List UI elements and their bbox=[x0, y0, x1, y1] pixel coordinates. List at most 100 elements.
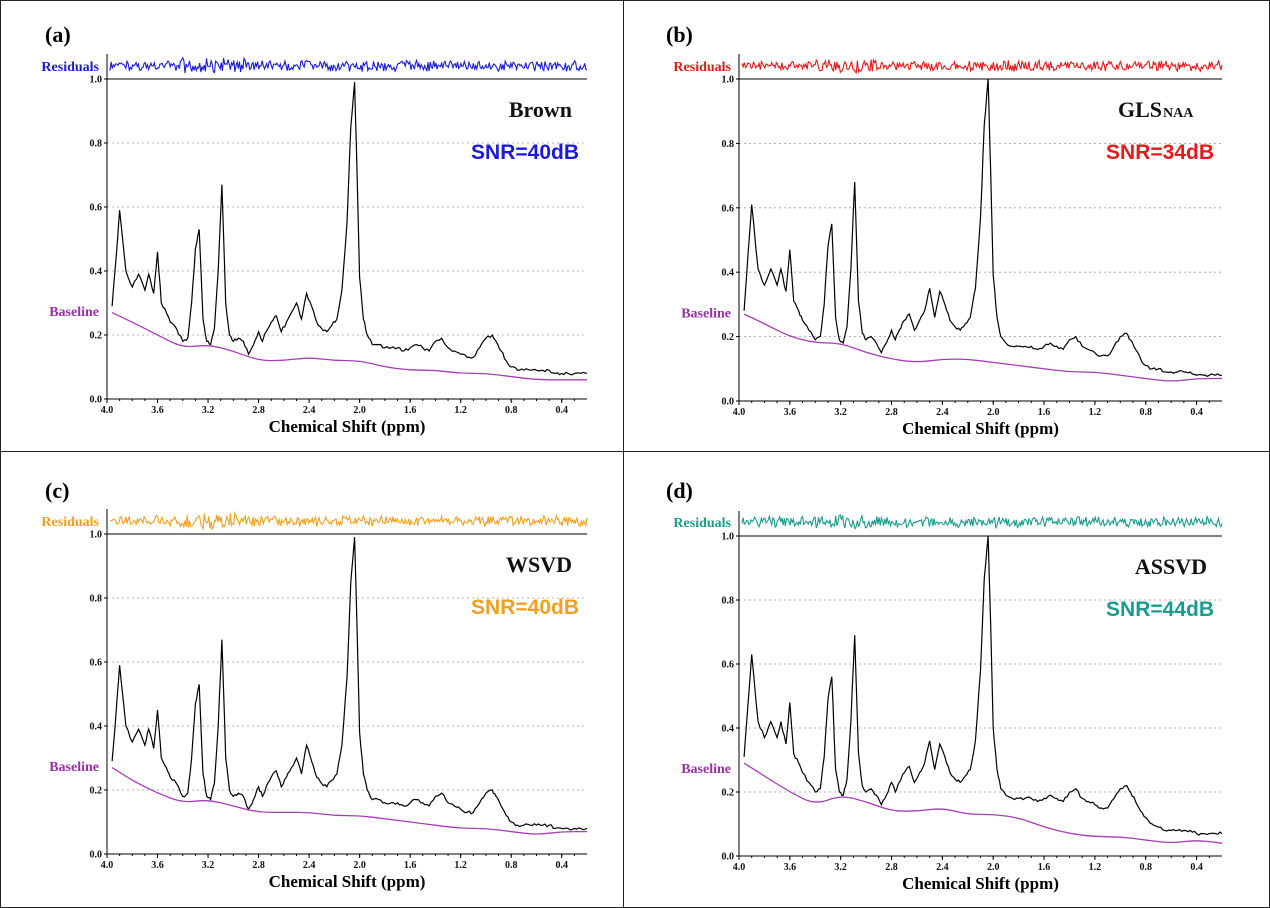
x-tick-label: 2.0 bbox=[353, 860, 366, 871]
x-tick-label: 0.4 bbox=[555, 860, 568, 871]
panel-b: 0.0 0.2 0.4 0.6 0.8 1.0 4.0 3.6 3.2 2.8 2.4 2.0 1.6 1… bbox=[623, 0, 1270, 452]
y-tick-label: 0.2 bbox=[90, 786, 103, 797]
x-tick-label: 2.8 bbox=[252, 405, 265, 416]
x-tick-label: 1.2 bbox=[1089, 862, 1102, 873]
x-tick-label: 3.6 bbox=[784, 407, 797, 418]
x-tick-label: 4.0 bbox=[101, 860, 114, 871]
method-label: WSVD bbox=[506, 552, 572, 577]
x-tick-label: 1.2 bbox=[1089, 407, 1102, 418]
x-tick-label: 2.4 bbox=[303, 405, 316, 416]
x-tick-label: 1.6 bbox=[404, 405, 417, 416]
y-tick-label: 0.8 bbox=[722, 139, 735, 150]
residuals-trace bbox=[741, 58, 1223, 75]
y-tick-label: 0.0 bbox=[722, 397, 735, 408]
y-tick-label: 0.0 bbox=[90, 395, 103, 406]
x-tick-label: 2.8 bbox=[252, 860, 265, 871]
x-tick-label: 3.2 bbox=[202, 405, 215, 416]
residuals-label: Residuals bbox=[673, 516, 731, 531]
x-tick-label: 3.6 bbox=[151, 405, 164, 416]
y-tick-label: 1.0 bbox=[90, 530, 103, 541]
y-tick-label: 1.0 bbox=[90, 75, 103, 86]
x-tick-label: 2.4 bbox=[936, 407, 949, 418]
x-tick-label: 2.0 bbox=[987, 862, 1000, 873]
baseline-line bbox=[743, 313, 1222, 382]
x-axis-label: Chemical Shift (ppm) bbox=[902, 419, 1059, 438]
y-tick-label: 0.6 bbox=[722, 660, 735, 671]
y-tick-label: 0.2 bbox=[722, 332, 735, 343]
residuals-label: Residuals bbox=[673, 60, 731, 75]
snr-label: SNR=34dB bbox=[1106, 141, 1214, 164]
panel-label: (a) bbox=[45, 22, 71, 47]
baseline-label: Baseline bbox=[49, 305, 99, 320]
x-tick-label: 3.2 bbox=[834, 407, 847, 418]
x-tick-label: 0.8 bbox=[1139, 862, 1152, 873]
x-tick-label: 2.4 bbox=[303, 860, 316, 871]
x-tick-label: 3.2 bbox=[202, 860, 215, 871]
x-axis-label: Chemical Shift (ppm) bbox=[902, 874, 1059, 893]
y-tick-label: 0.0 bbox=[722, 852, 735, 863]
spectrum-line bbox=[111, 82, 588, 376]
chart-svg: 0.0 0.2 0.4 0.6 0.8 1.0 4.0 3.6 3.2 2.8 2.4 2.0 1.6 1… bbox=[666, 478, 1223, 893]
x-tick-label: 2.8 bbox=[885, 862, 898, 873]
x-tick-label: 2.0 bbox=[353, 405, 366, 416]
x-tick-label: 0.4 bbox=[1190, 862, 1203, 873]
x-tick-label: 0.4 bbox=[1190, 407, 1203, 418]
method-label: GLS bbox=[1118, 97, 1162, 122]
chart-svg: 0.0 0.2 0.4 0.6 0.8 1.0 4.0 3.6 3.2 2.8 2.4 2.0 1.6 1… bbox=[666, 22, 1223, 438]
x-tick-label: 3.2 bbox=[834, 862, 847, 873]
x-tick-label: 3.6 bbox=[151, 860, 164, 871]
x-axis-label: Chemical Shift (ppm) bbox=[269, 872, 426, 891]
x-tick-label: 1.2 bbox=[454, 860, 467, 871]
residuals-label: Residuals bbox=[41, 60, 99, 75]
x-tick-label: 4.0 bbox=[733, 407, 746, 418]
snr-label: SNR=40dB bbox=[471, 141, 579, 164]
baseline-label: Baseline bbox=[681, 306, 731, 321]
baseline-line bbox=[111, 767, 587, 835]
x-tick-label: 0.4 bbox=[555, 405, 568, 416]
method-label: Brown bbox=[509, 97, 572, 122]
x-tick-label: 2.8 bbox=[885, 407, 898, 418]
x-tick-label: 4.0 bbox=[101, 405, 114, 416]
x-tick-label: 1.6 bbox=[1038, 862, 1051, 873]
panel-label: (c) bbox=[45, 478, 69, 503]
y-tick-label: 0.6 bbox=[722, 203, 735, 214]
y-tick-label: 0.4 bbox=[90, 267, 103, 278]
baseline-label: Baseline bbox=[49, 760, 99, 775]
y-tick-label: 0.2 bbox=[722, 788, 735, 799]
x-tick-label: 4.0 bbox=[733, 862, 746, 873]
x-tick-label: 1.6 bbox=[404, 860, 417, 871]
x-tick-label: 0.8 bbox=[1139, 407, 1152, 418]
y-tick-label: 0.0 bbox=[90, 850, 103, 861]
x-tick-label: 3.6 bbox=[784, 862, 797, 873]
y-tick-label: 1.0 bbox=[722, 532, 735, 543]
panel-c: 0.0 0.2 0.4 0.6 0.8 1.0 4.0 3.6 3.2 2.8 2.4 2.0 1.6 1… bbox=[0, 451, 624, 908]
y-tick-label: 0.6 bbox=[90, 203, 103, 214]
y-tick-label: 0.8 bbox=[90, 594, 103, 605]
panel-a: 0.0 0.2 0.4 0.6 0.8 1.0 4.0 3.6 3.2 2.8 2.4 2.0 1.6 1… bbox=[0, 0, 624, 452]
residuals-label: Residuals bbox=[41, 515, 99, 530]
x-tick-label: 0.8 bbox=[505, 405, 518, 416]
x-tick-label: 2.0 bbox=[987, 407, 1000, 418]
y-tick-label: 1.0 bbox=[722, 75, 735, 86]
y-tick-label: 0.4 bbox=[722, 268, 735, 279]
x-tick-label: 2.4 bbox=[936, 862, 949, 873]
baseline-line bbox=[743, 762, 1223, 844]
y-tick-label: 0.4 bbox=[90, 722, 103, 733]
baseline-label: Baseline bbox=[681, 762, 731, 777]
spectrum-line bbox=[743, 78, 1223, 378]
x-axis-label: Chemical Shift (ppm) bbox=[269, 417, 426, 436]
residuals-trace bbox=[109, 56, 588, 74]
x-tick-label: 0.8 bbox=[505, 860, 518, 871]
snr-label: SNR=44dB bbox=[1106, 598, 1214, 621]
x-tick-label: 1.2 bbox=[454, 405, 467, 416]
y-tick-label: 0.6 bbox=[90, 658, 103, 669]
panel-label: (d) bbox=[666, 478, 693, 503]
y-tick-label: 0.8 bbox=[722, 596, 735, 607]
spectrum-line bbox=[111, 537, 588, 831]
spectrum-line bbox=[743, 535, 1223, 836]
baseline-line bbox=[111, 312, 587, 381]
y-tick-label: 0.2 bbox=[90, 331, 103, 342]
panel-d: 0.0 0.2 0.4 0.6 0.8 1.0 4.0 3.6 3.2 2.8 2.4 2.0 1.6 1… bbox=[623, 451, 1270, 908]
method-label: ASSVD bbox=[1135, 554, 1207, 579]
